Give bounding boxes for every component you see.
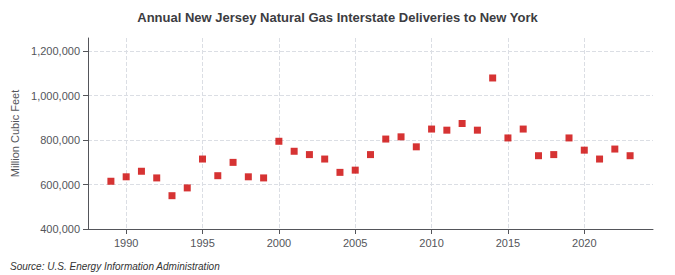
svg-text:800,000: 800,000 (40, 134, 80, 146)
svg-text:Annual New Jersey Natural Gas: Annual New Jersey Natural Gas Interstate… (137, 10, 538, 25)
svg-text:2020: 2020 (572, 237, 596, 249)
svg-text:600,000: 600,000 (40, 179, 80, 191)
svg-text:1995: 1995 (190, 237, 214, 249)
svg-text:1990: 1990 (114, 237, 138, 249)
svg-text:Million Cubic Feet: Million Cubic Feet (9, 90, 21, 177)
svg-text:2015: 2015 (496, 237, 520, 249)
svg-text:2000: 2000 (267, 237, 291, 249)
svg-text:1,200,000: 1,200,000 (31, 45, 80, 57)
svg-text:Source: U.S. Energy Informatio: Source: U.S. Energy Information Administ… (10, 261, 220, 272)
svg-text:2005: 2005 (343, 237, 367, 249)
svg-text:400,000: 400,000 (40, 223, 80, 235)
svg-text:2010: 2010 (419, 237, 443, 249)
svg-text:1,000,000: 1,000,000 (31, 90, 80, 102)
